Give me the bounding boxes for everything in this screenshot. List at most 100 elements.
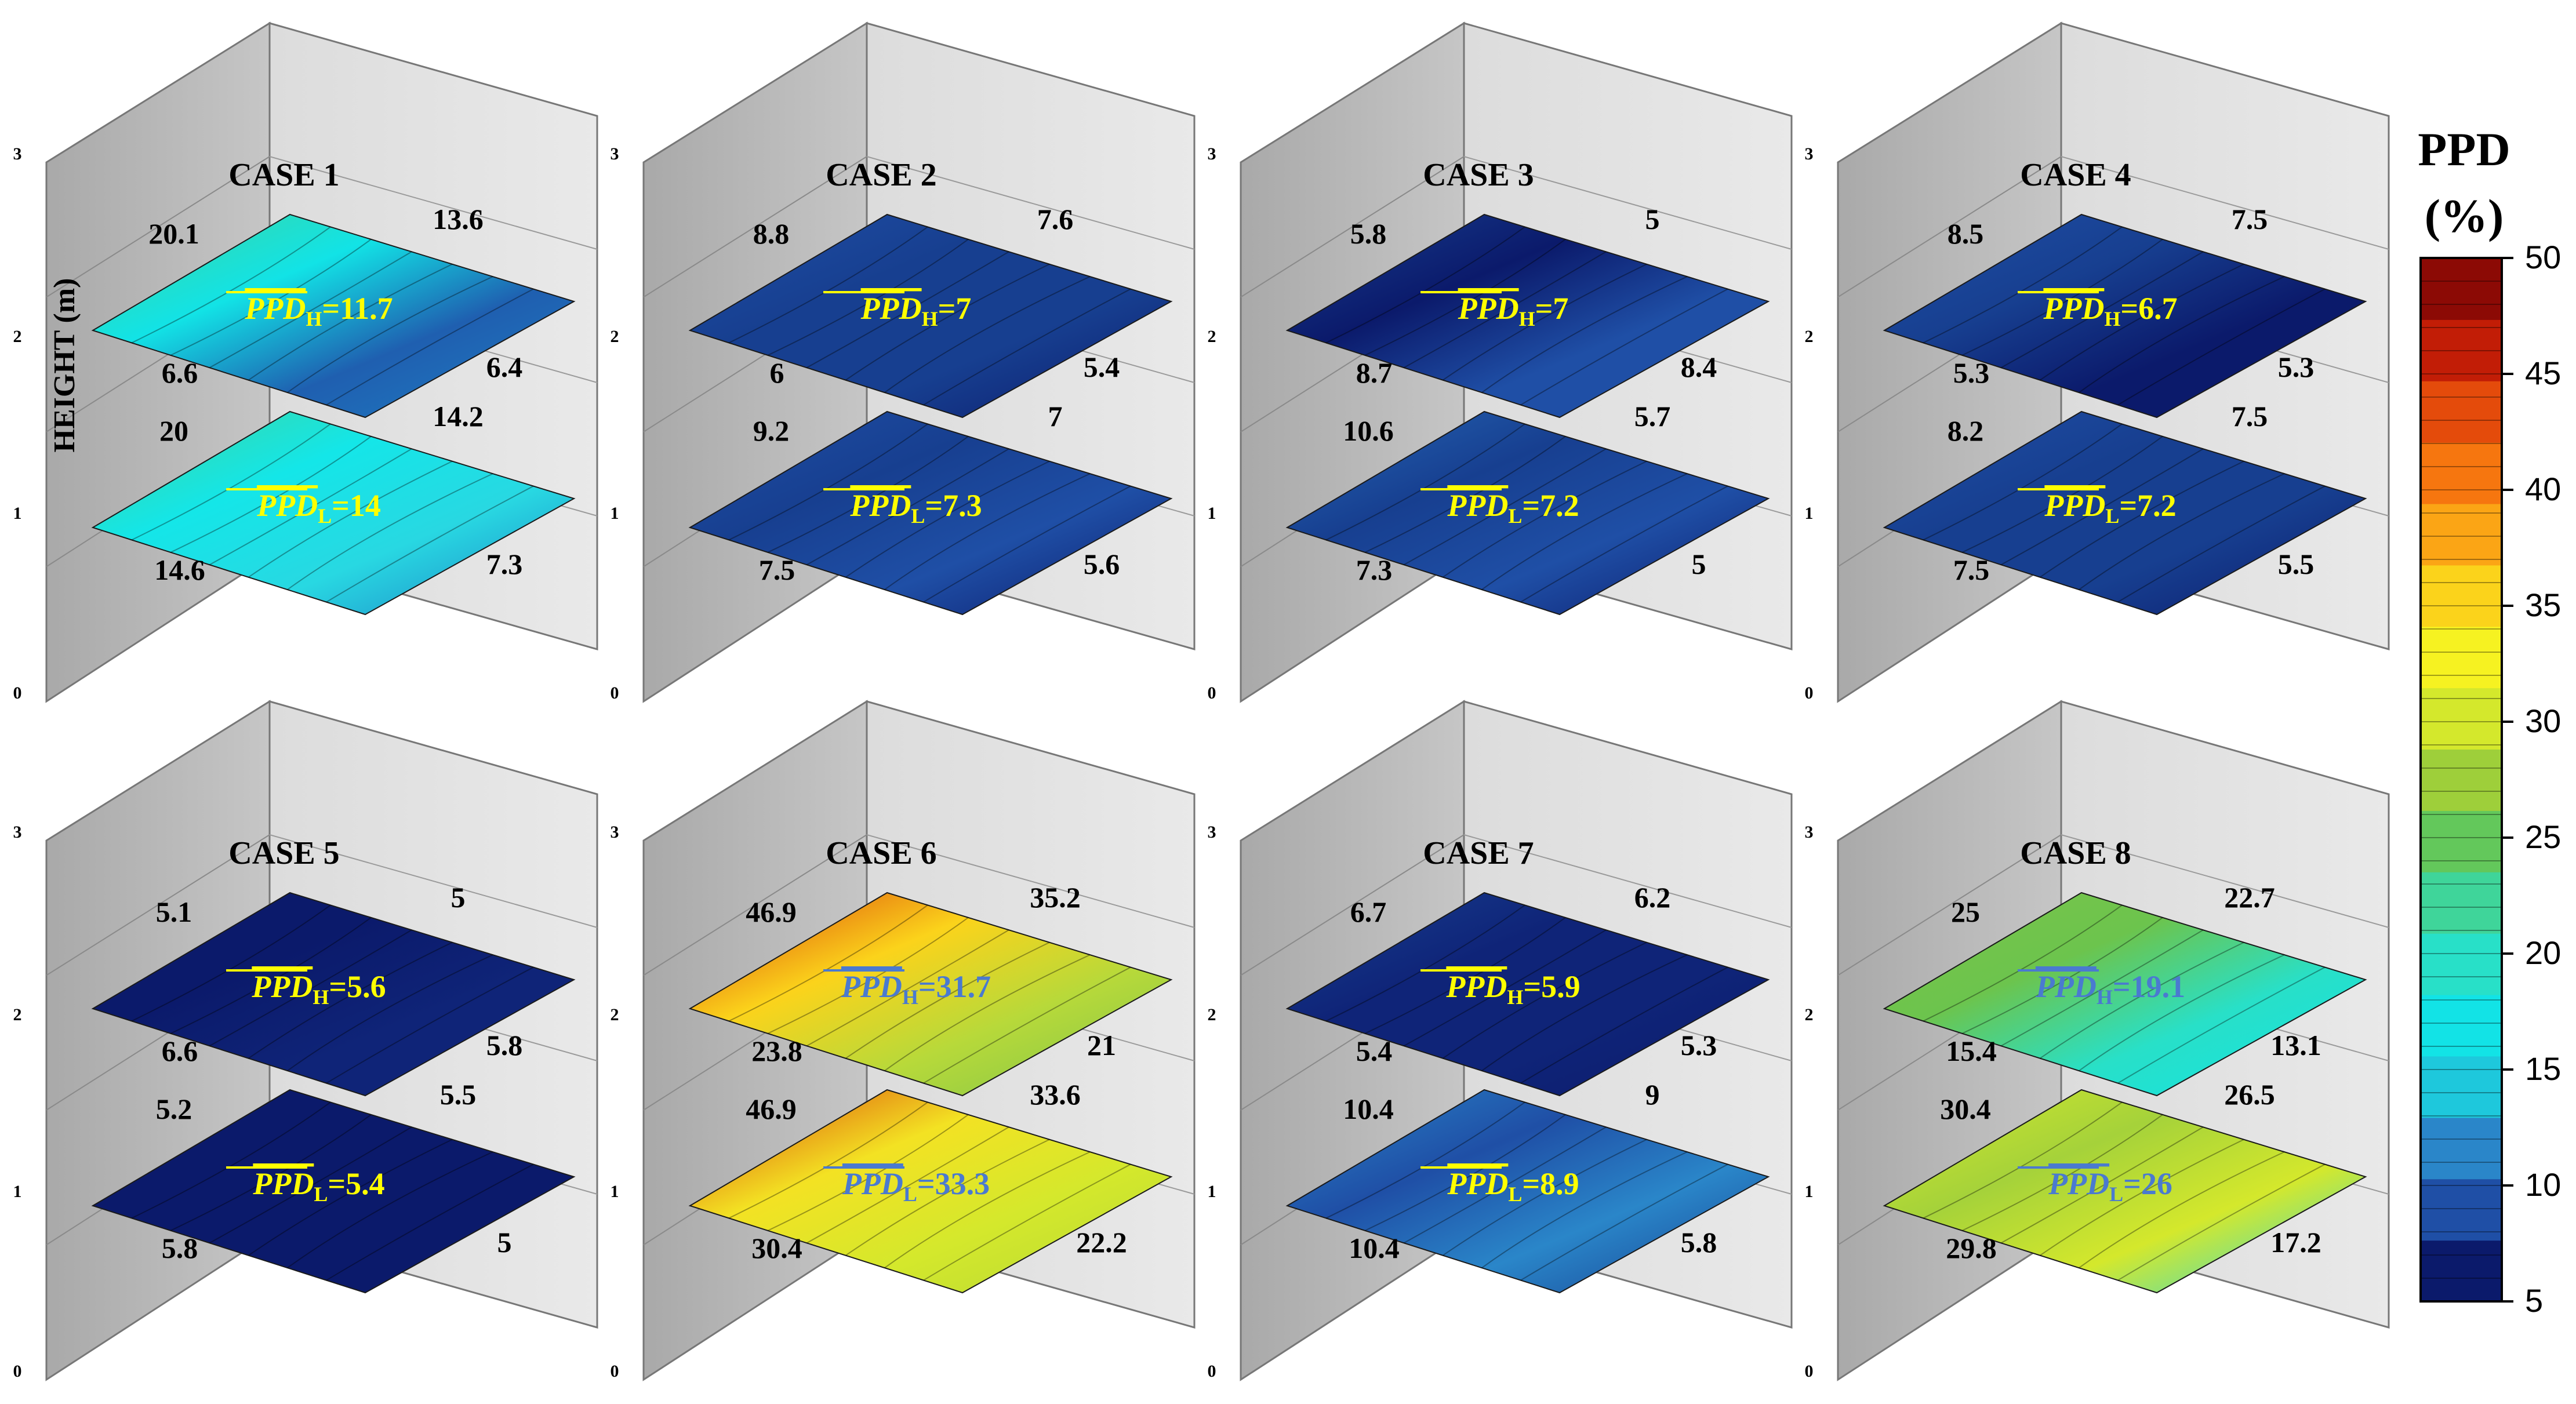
contour-line: [1520, 966, 1728, 1084]
corner-value-back-right: 22.7: [2224, 881, 2275, 914]
corner-value-back-right: 35.2: [1030, 881, 1081, 914]
corner-value-back-right: 7: [1048, 400, 1063, 432]
y-axis-label: HEIGHT (m): [48, 278, 81, 453]
contour-line: [287, 1151, 493, 1268]
case-panel: 0 1 2 3 CASE 7 6.7 6.2 5.4 5.3 PPDH=5.9 10.4 9 10.4 5…: [1208, 700, 1793, 1381]
wall-gridline: [1837, 834, 2062, 976]
contour-line: [728, 226, 928, 344]
lower-average-label: PPDL=7.2: [2044, 488, 2176, 528]
lower-plane: [91, 410, 576, 616]
contour-line: [2079, 954, 2285, 1071]
corner-value-front-left: 7.3: [1356, 554, 1393, 586]
contour-line: [845, 941, 1050, 1059]
contour-line: [1923, 226, 2123, 344]
corner-value-front-left: 5.8: [162, 1232, 198, 1264]
lower-plane: [688, 410, 1173, 616]
lower-average-label: PPDL=7.3: [849, 488, 982, 528]
contour-line: [923, 485, 1131, 603]
colorbar-band: [2421, 258, 2502, 320]
contour-line: [2117, 966, 2326, 1084]
colorbar-title: PPD: [2418, 123, 2510, 176]
case-title: CASE 4: [2020, 157, 2131, 193]
corner-value-back-right: 9: [1645, 1078, 1660, 1111]
wall-gridline: [46, 156, 270, 298]
contour-line: [1520, 288, 1728, 406]
lower-plane: [91, 1089, 576, 1294]
height-tick-label: 0: [1805, 1362, 1814, 1381]
height-tick-label: 1: [611, 1182, 619, 1201]
contour-line: [1961, 917, 2163, 1034]
wall-gridline: [1837, 156, 2062, 298]
contour-line: [2040, 263, 2244, 381]
corner-value-back-left: 9.2: [753, 414, 790, 447]
contour-line: [923, 1163, 1131, 1281]
height-tick-label: 2: [1805, 1005, 1814, 1024]
contour-line: [923, 966, 1131, 1084]
colorbar-unit: (%): [2425, 190, 2504, 242]
contour-line: [884, 1151, 1091, 1268]
contour-line: [884, 473, 1091, 590]
contour-line: [287, 954, 493, 1071]
contour-line: [884, 276, 1091, 393]
contour-line: [1325, 904, 1525, 1022]
contour-line: [2000, 448, 2204, 566]
contour-line: [1481, 276, 1688, 393]
height-tick-label: 0: [13, 1362, 22, 1381]
contour-line: [209, 1126, 412, 1244]
contour-line: [326, 485, 534, 603]
contour-line: [1364, 917, 1566, 1034]
contour-line: [326, 1163, 534, 1281]
height-tick-label: 2: [1805, 327, 1814, 346]
corner-value-front-right: 7.3: [486, 548, 523, 580]
height-tick-label: 2: [13, 1005, 22, 1024]
corner-value-back-right: 7.5: [2232, 203, 2268, 235]
height-tick-label: 3: [1805, 823, 1814, 842]
contour-line: [1923, 1101, 2123, 1219]
wall-gridline: [46, 834, 270, 976]
wall-gridline: [1240, 834, 1465, 976]
corner-value-front-right: 21: [1087, 1029, 1116, 1061]
upper-plane: [1285, 892, 1770, 1097]
contour-line: [2079, 473, 2285, 590]
contour-line: [1481, 954, 1688, 1071]
contour-line: [287, 473, 493, 590]
corner-value-back-right: 5: [451, 881, 466, 914]
case-panel: 0 1 2 3 CASE 6 46.9 35.2 23.8 21 PPDH=31.7 46.9 33.…: [611, 700, 1196, 1381]
contour-line: [1481, 1151, 1688, 1268]
colorbar-band: [2421, 503, 2502, 566]
contour-line: [728, 904, 928, 1022]
corner-value-front-right: 8.4: [1681, 351, 1717, 383]
colorbar-band: [2421, 319, 2502, 381]
contour-line: [2117, 485, 2326, 603]
contour-line: [209, 251, 412, 369]
corner-value-front-left: 6.6: [162, 1035, 198, 1067]
ppd-colorbar: 5 10 15 20 25 30 35 40 45 50 PPD (%): [2418, 123, 2561, 1319]
corner-value-front-left: 29.8: [1946, 1232, 1997, 1264]
lower-average-label: PPDL=7.2: [1447, 488, 1579, 528]
case-panel: 0 1 2 3 CASE 5 5.1 5 6.6 5.8 PPDH=5.6 5.2 5.5 5.8 5 PP…: [13, 700, 598, 1381]
colorbar-tick-label: 10: [2525, 1166, 2561, 1203]
contour-line: [2079, 276, 2285, 393]
contour-line: [1443, 263, 1647, 381]
contour-line: [1403, 1126, 1607, 1244]
height-tick-label: 3: [1208, 144, 1216, 163]
upper-plane: [91, 892, 576, 1097]
height-tick-label: 0: [1208, 683, 1216, 703]
height-tick-label: 2: [611, 327, 619, 346]
height-tick-label: 1: [13, 1182, 22, 1201]
corner-value-front-right: 5.3: [2278, 351, 2315, 383]
contour-line: [131, 1101, 331, 1219]
corner-value-back-left: 5.2: [156, 1093, 192, 1125]
upper-average-label: PPDH=31.7: [841, 969, 991, 1009]
corner-value-front-right: 22.2: [1076, 1226, 1127, 1258]
height-tick-label: 1: [1208, 504, 1216, 523]
colorbar-band: [2421, 994, 2502, 1057]
colorbar-tick-label: 50: [2525, 239, 2561, 275]
height-tick-label: 3: [611, 823, 619, 842]
colorbar-band: [2421, 442, 2502, 504]
case-panel: 0 1 2 3 CASE 3 5.8 5 8.7 8.4 PPDH=7 10.6 5.7 7.3 5 PPD…: [1208, 21, 1793, 703]
wall-gridline: [1463, 156, 1792, 250]
contour-line: [131, 226, 331, 344]
corner-value-back-left: 8.2: [1948, 414, 1984, 447]
